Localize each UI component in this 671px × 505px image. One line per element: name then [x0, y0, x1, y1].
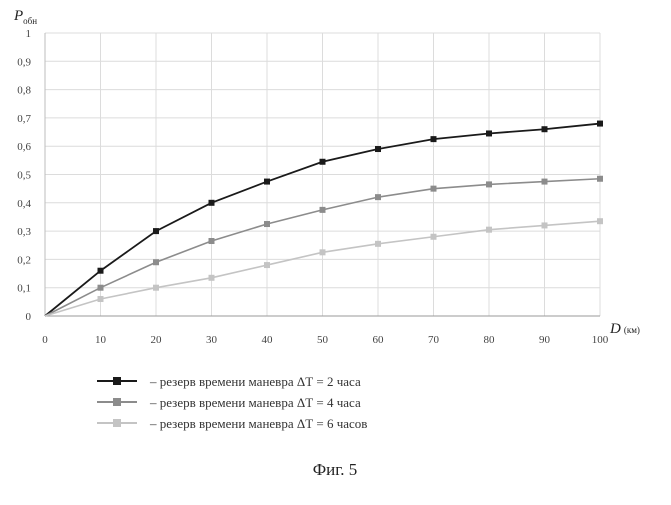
- grid: [45, 33, 600, 316]
- data-point: [597, 218, 603, 224]
- legend: – резерв времени маневра ΔТ = 2 часа – ре…: [97, 374, 367, 431]
- data-point: [542, 126, 548, 132]
- data-point: [153, 285, 159, 291]
- data-point: [98, 285, 104, 291]
- x-tick-label: 80: [484, 334, 496, 346]
- y-tick-label: 0,3: [17, 226, 31, 238]
- legend-label: – резерв времени маневра ΔТ = 2 часа: [149, 374, 361, 389]
- x-tick-label: 20: [151, 334, 163, 346]
- data-point: [264, 221, 270, 227]
- x-tick-label: 90: [539, 334, 551, 346]
- data-point: [264, 262, 270, 268]
- data-point: [542, 179, 548, 185]
- x-tick-label: 0: [42, 334, 48, 346]
- series-1: [45, 121, 603, 316]
- data-point: [209, 238, 215, 244]
- series-layer: [45, 121, 603, 316]
- data-point: [431, 136, 437, 142]
- legend-swatch-marker: [113, 398, 121, 406]
- data-point: [98, 296, 104, 302]
- data-point: [320, 159, 326, 165]
- y-tick-label: 0,5: [17, 170, 31, 182]
- data-point: [153, 259, 159, 265]
- data-point: [431, 186, 437, 192]
- data-point: [431, 234, 437, 240]
- data-point: [597, 176, 603, 182]
- series-3: [45, 218, 603, 316]
- data-point: [486, 227, 492, 233]
- data-point: [375, 146, 381, 152]
- y-axis-label: Pобн: [13, 8, 37, 26]
- series-2: [45, 176, 603, 316]
- x-tick-label: 40: [262, 334, 274, 346]
- legend-entry: – резерв времени маневра ΔТ = 6 часов: [97, 416, 367, 431]
- x-tick-label: 70: [428, 334, 440, 346]
- y-tick-label: 0,1: [17, 283, 31, 295]
- data-point: [486, 130, 492, 136]
- y-tick-label: 0,9: [17, 56, 31, 68]
- legend-label: – резерв времени маневра ΔТ = 6 часов: [149, 416, 367, 431]
- data-point: [375, 241, 381, 247]
- data-point: [264, 179, 270, 185]
- x-tick-label: 100: [592, 334, 609, 346]
- x-tick-label: 50: [317, 334, 329, 346]
- legend-swatch-marker: [113, 419, 121, 427]
- y-tick-label: 0,4: [17, 198, 31, 210]
- y-tick-label: 0,6: [17, 141, 31, 153]
- figure-caption: Фиг. 5: [313, 460, 358, 479]
- y-tick-label: 1: [26, 28, 32, 40]
- data-point: [98, 268, 104, 274]
- y-tick-label: 0: [26, 311, 32, 323]
- x-tick-label: 60: [373, 334, 385, 346]
- data-point: [209, 200, 215, 206]
- data-point: [542, 222, 548, 228]
- x-tick-label: 10: [95, 334, 107, 346]
- legend-entry: – резерв времени маневра ΔТ = 4 часа: [97, 395, 361, 410]
- legend-entry: – резерв времени маневра ΔТ = 2 часа: [97, 374, 361, 389]
- y-tick-label: 0,7: [17, 113, 31, 125]
- legend-label: – резерв времени маневра ΔТ = 4 часа: [149, 395, 361, 410]
- legend-swatch-marker: [113, 377, 121, 385]
- y-tick-label: 0,8: [17, 85, 31, 97]
- x-axis-label: D(км): [609, 321, 640, 337]
- data-point: [320, 249, 326, 255]
- data-point: [209, 275, 215, 281]
- data-point: [375, 194, 381, 200]
- y-tick-label: 0,2: [17, 254, 31, 266]
- x-tick-label: 30: [206, 334, 218, 346]
- data-point: [486, 181, 492, 187]
- data-point: [320, 207, 326, 213]
- data-point: [597, 121, 603, 127]
- data-point: [153, 228, 159, 234]
